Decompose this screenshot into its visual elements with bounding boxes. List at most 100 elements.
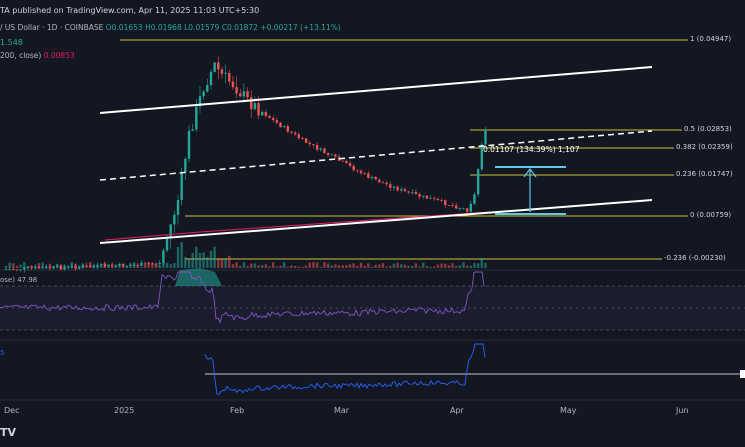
candle-body (88, 265, 92, 267)
candle-body (465, 208, 469, 212)
candle-body (345, 160, 348, 164)
ma-legend: 200, close) 0.00853 (0, 51, 75, 60)
candle-body (70, 266, 74, 268)
candle-body (173, 214, 176, 225)
candle-body (473, 194, 476, 204)
volume-bar (469, 265, 473, 268)
candle-body (319, 148, 322, 150)
volume-bar (418, 266, 421, 268)
candle-body (143, 262, 147, 264)
candle-body (220, 69, 224, 74)
volume-bar (458, 265, 462, 268)
volume-bar (275, 266, 279, 268)
candle-body (121, 263, 125, 267)
candle-body (15, 269, 19, 271)
volume-bar (23, 262, 26, 268)
volume-bar (363, 265, 366, 268)
candle-body (4, 269, 8, 271)
volume-bar (337, 265, 341, 268)
volume-bar (447, 265, 451, 268)
candle-body (370, 176, 374, 179)
volume-bar (400, 264, 403, 268)
candle-body (476, 169, 480, 195)
candle-body (165, 237, 169, 251)
candle-body (400, 189, 403, 191)
candle-body (114, 265, 117, 267)
candle-body (286, 126, 290, 132)
volume-bar (257, 265, 260, 268)
candle-body (118, 263, 121, 266)
volume-bar (268, 266, 271, 268)
candle-body (59, 265, 63, 270)
ma-label: 200, close) (0, 51, 42, 60)
candle-body (45, 266, 48, 268)
candle-body (433, 198, 436, 200)
candle-body (425, 195, 429, 199)
indicator-label: 5 (0, 349, 5, 357)
volume-bar (176, 247, 180, 268)
candle-body (246, 91, 249, 98)
indicator-line (204, 343, 486, 395)
volume-bar (217, 258, 220, 268)
candle-body (8, 269, 11, 270)
volume-bar (195, 246, 198, 268)
candle-body (209, 71, 213, 86)
volume-bar (312, 262, 315, 268)
candle-body (158, 262, 161, 264)
candle-body (268, 116, 271, 119)
volume-bar (451, 263, 454, 268)
candle-body (147, 262, 150, 264)
ohlc-low: L0.01579 (184, 23, 220, 32)
candle-body (107, 264, 110, 267)
candle-body (41, 267, 44, 269)
volume-bar (308, 262, 311, 268)
candle-body (206, 85, 209, 92)
volume-bar (348, 264, 352, 268)
volume-bar (231, 263, 235, 268)
volume-bar (293, 265, 297, 268)
volume-bar (250, 263, 253, 268)
volume-bar (191, 252, 194, 268)
channel-lower-line (99, 199, 653, 244)
volume-bar (85, 265, 88, 268)
candle-body (282, 126, 286, 127)
candle-body (392, 186, 396, 188)
candle-body (78, 267, 81, 269)
candle-body (436, 198, 440, 201)
fib-label-1: 1 (0.04947) (690, 35, 732, 43)
volume-bar (359, 262, 363, 268)
volume-bar (209, 250, 213, 268)
fib-label-0: 0 (0.00759) (690, 211, 732, 219)
candle-body (469, 203, 473, 212)
candle-body (279, 122, 282, 127)
candle-body (202, 91, 205, 97)
indicator-price-tag (740, 370, 745, 378)
candle-body (63, 267, 66, 270)
candle-body (374, 176, 377, 180)
volume-bar (41, 262, 44, 268)
candle-body (99, 264, 103, 266)
volume-bar (392, 263, 396, 268)
volume-bar (473, 262, 476, 268)
volume-bar (341, 265, 344, 268)
volume-bar (220, 259, 224, 268)
candle-body (154, 263, 158, 265)
candle-body (242, 91, 246, 97)
candle-body (444, 200, 447, 206)
volume-bar (444, 263, 447, 268)
candle-body (176, 200, 180, 215)
candle-body (103, 264, 107, 267)
candle-body (19, 269, 22, 271)
candle-body (184, 158, 187, 173)
volume-bar (242, 262, 246, 268)
volume-bar (228, 255, 231, 268)
rsi-label: ose) 47.98 (0, 276, 38, 284)
volume-bar (282, 262, 286, 268)
volume-bar (330, 265, 333, 268)
volume-bar (143, 263, 147, 268)
volume-bar (37, 263, 41, 268)
candle-body (378, 179, 381, 183)
volume-bar (187, 259, 191, 268)
ma-200-line (104, 211, 491, 241)
